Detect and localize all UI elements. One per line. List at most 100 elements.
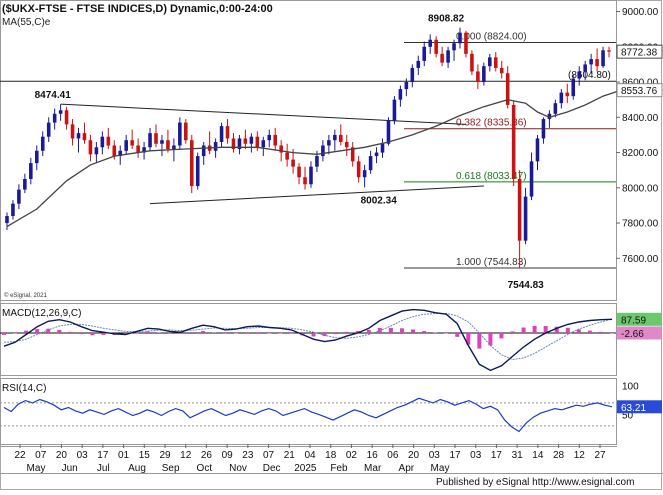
macd-histogram-bar — [2, 332, 6, 335]
candle-body — [184, 122, 188, 141]
candle-body — [464, 32, 468, 54]
price-tick-label: 8600.00 — [622, 78, 659, 89]
fibonacci-levels: 0.000 (8824.00) 0.382 (8335.36) 0.618 (803… — [0, 32, 616, 269]
candle-body — [392, 99, 397, 121]
macd-histogram-bar — [145, 331, 150, 333]
trendlines[interactable] — [60, 103, 484, 205]
x-month-label: Aug — [128, 463, 146, 474]
x-day-label: 29 — [159, 450, 171, 461]
candle-body — [11, 203, 15, 217]
candle-body — [40, 136, 45, 151]
candle-body — [189, 140, 194, 187]
trendline — [60, 103, 466, 125]
price-annotation: 8002.34 — [361, 195, 398, 206]
candle-body — [356, 161, 361, 178]
candle-body — [583, 64, 587, 72]
x-day-label: 23 — [242, 450, 254, 461]
macd-histogram-bar — [35, 329, 40, 333]
trendline — [150, 185, 484, 205]
macd-histogram-bar — [200, 331, 205, 333]
chart-title: ($UKX-FTSE - FTSE INDICES,D) Dynamic,0:0… — [2, 3, 273, 15]
macd-histogram-bar — [256, 332, 261, 333]
candle-body — [118, 150, 123, 157]
publisher-footer: Published by eSignal http://www.esignal.… — [436, 477, 634, 488]
candle-body — [309, 166, 313, 185]
candle-body — [243, 138, 248, 144]
candle-body — [577, 71, 582, 79]
candle-body — [553, 103, 558, 114]
macd-histogram-bar — [311, 332, 316, 337]
candle-body — [5, 216, 9, 224]
rsi-tick-label: 50 — [622, 410, 634, 421]
candle-body — [440, 53, 444, 63]
macd-histogram-bar — [178, 332, 183, 334]
macd-histogram-bar — [344, 331, 349, 333]
x-day-label: 07 — [35, 450, 47, 461]
last-price-badge — [616, 44, 663, 59]
candle-body — [261, 140, 266, 148]
x-day-label: 04 — [304, 450, 316, 461]
macd-value-badge — [617, 312, 662, 326]
macd-panel[interactable] — [0, 303, 617, 376]
candle-body — [213, 141, 218, 151]
price-tick-label: 7800.00 — [622, 219, 659, 230]
x-day-label: 17 — [491, 450, 503, 461]
candle-body — [88, 140, 93, 155]
candle-body — [589, 59, 593, 65]
candle-body — [380, 143, 385, 153]
x-day-label: 14 — [532, 450, 544, 461]
macd-histogram-bar — [554, 326, 559, 333]
macd-histogram-bar — [477, 332, 482, 349]
candle-body — [476, 71, 480, 83]
macd-histogram-bar — [488, 332, 493, 346]
candle-body — [488, 57, 492, 67]
candle-body — [124, 140, 128, 151]
macd-histogram-bar — [444, 332, 449, 334]
price-panel[interactable] — [0, 0, 617, 301]
x-month-label: May — [27, 463, 46, 474]
candle-body — [130, 140, 134, 146]
rsi-value-badge — [617, 400, 662, 414]
candle-body — [64, 110, 69, 125]
candle-body — [535, 138, 540, 162]
x-day-label: 21 — [284, 450, 296, 461]
candle-body — [148, 133, 152, 148]
fib-level-label: 1.000 (7544.83) — [456, 257, 527, 268]
macd-histogram-bar — [267, 332, 272, 334]
candle-body — [517, 178, 522, 241]
macd-label: MACD(12,26,9,C) — [2, 308, 81, 319]
macd-histogram-bar — [466, 332, 471, 345]
candle-body — [267, 134, 272, 141]
candle-body — [446, 50, 450, 63]
macd-histogram-bar — [333, 332, 338, 335]
macd-histogram-bar — [399, 328, 404, 333]
x-day-label: 02 — [346, 450, 358, 461]
candle-body — [315, 156, 319, 167]
candle-body — [410, 67, 415, 83]
candle-body — [285, 152, 289, 160]
candle-body — [291, 159, 295, 167]
macd-histogram-bar — [289, 332, 294, 334]
macd-hist-badge — [617, 326, 662, 340]
macd-histogram-bar — [79, 332, 84, 335]
rsi-panel[interactable] — [0, 378, 617, 445]
candle-body — [482, 66, 486, 83]
candle-body — [559, 92, 564, 104]
x-day-label: 31 — [512, 450, 524, 461]
ma-value-badge — [616, 83, 663, 98]
fib-level-label: 0.618 (8033.47) — [456, 171, 527, 182]
x-month-label: Sep — [162, 463, 180, 474]
x-day-label: 20 — [56, 450, 68, 461]
x-day-label: 15 — [139, 450, 151, 461]
macd-histogram-bar — [355, 331, 360, 333]
macd-histogram-bar — [101, 332, 106, 335]
candle-body — [70, 124, 75, 139]
macd-histogram-bar — [499, 332, 504, 339]
candle-body — [249, 136, 254, 144]
price-tick-label: 8200.00 — [622, 148, 659, 159]
candle-body — [344, 141, 349, 148]
x-day-label: 01 — [118, 450, 130, 461]
candle-body — [386, 120, 391, 144]
macd-histogram-bar — [278, 332, 283, 334]
support-level-label: (8604.80) — [568, 70, 611, 81]
